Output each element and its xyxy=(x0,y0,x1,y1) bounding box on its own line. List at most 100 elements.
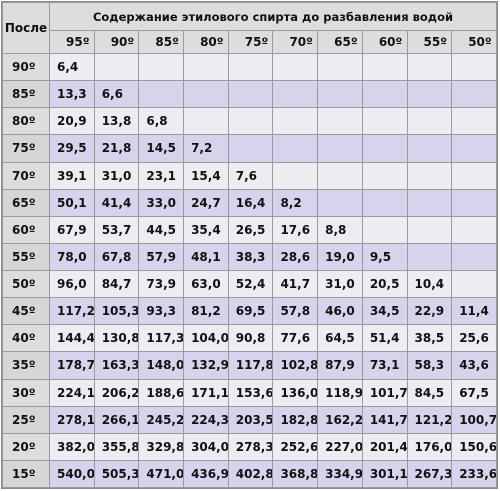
table-cell: 301,1 xyxy=(361,459,408,489)
table-cell: 100,7 xyxy=(451,405,497,434)
table-cell: 368,8 xyxy=(272,459,319,489)
table-cell: 67,5 xyxy=(451,378,497,407)
table-cell xyxy=(406,80,453,109)
table-cell xyxy=(317,134,363,163)
table-cell: 51,4 xyxy=(361,324,408,353)
table-cell xyxy=(361,80,408,109)
table-cell: 13,3 xyxy=(49,80,95,109)
column-header: 75º xyxy=(227,30,274,54)
table-cell: 505,3 xyxy=(93,459,140,489)
table-cell: 11,4 xyxy=(451,297,497,326)
table-cell: 22,9 xyxy=(406,297,453,326)
table-row: 35º 178,7 163,3 148,0 132,9 117,8 102,8 87,9 73,… xyxy=(2,351,497,380)
table-cell: 334,9 xyxy=(317,459,363,489)
table-cell xyxy=(406,52,453,82)
table-cell: 121,2 xyxy=(406,405,453,434)
table-cell: 39,1 xyxy=(49,161,95,190)
table-row: 80º 20,9 13,8 6,8 xyxy=(2,107,497,136)
table-cell: 21,8 xyxy=(93,134,140,163)
table-cell: 132,9 xyxy=(183,351,229,380)
table-cell: 227,0 xyxy=(317,432,363,461)
table-cell xyxy=(406,161,453,190)
table-cell: 69,5 xyxy=(227,297,274,326)
column-header: 85º xyxy=(138,30,185,54)
table-cell xyxy=(361,107,408,136)
table-cell xyxy=(272,107,319,136)
table-cell: 245,2 xyxy=(138,405,185,434)
table-cell xyxy=(272,80,319,109)
table-cell xyxy=(451,269,497,299)
table-cell: 117,3 xyxy=(138,324,185,353)
table-cell: 67,8 xyxy=(93,242,140,272)
table-cell: 57,9 xyxy=(138,242,185,272)
table-cell: 176,0 xyxy=(406,432,453,461)
table-cell: 224,1 xyxy=(49,378,95,407)
table-cell xyxy=(451,107,497,136)
table-cell: 48,1 xyxy=(183,242,229,272)
column-header: 95º xyxy=(49,30,95,54)
table-cell: 471,0 xyxy=(138,459,185,489)
table-cell: 141,7 xyxy=(361,405,408,434)
row-header: 55º xyxy=(2,242,50,272)
table-cell: 118,9 xyxy=(317,378,363,407)
table-cell: 105,3 xyxy=(93,297,140,326)
table-cell: 16,4 xyxy=(227,188,274,217)
table-cell: 67,9 xyxy=(49,215,95,244)
table-row: 55º 78,0 67,8 57,9 48,1 38,3 28,6 19,0 9,5 xyxy=(2,242,497,272)
table-cell xyxy=(451,80,497,109)
table-cell: 81,2 xyxy=(183,297,229,326)
table-cell: 41,4 xyxy=(93,188,140,217)
table-row: 90º 6,4 xyxy=(2,52,497,82)
corner-header: После xyxy=(2,2,50,54)
table-cell: 178,7 xyxy=(49,351,95,380)
table-cell xyxy=(227,80,274,109)
table-cell: 19,0 xyxy=(317,242,363,272)
table-cell xyxy=(361,215,408,244)
table-cell xyxy=(451,161,497,190)
table-cell xyxy=(406,215,453,244)
table-row: 50º 96,0 84,7 73,9 63,0 52,4 41,7 31,0 20,5 10,4 xyxy=(2,269,497,299)
table-cell xyxy=(93,52,140,82)
table-cell: 29,5 xyxy=(49,134,95,163)
table-cell: 78,0 xyxy=(49,242,95,272)
table-cell: 64,5 xyxy=(317,324,363,353)
column-header: 55º xyxy=(406,30,453,54)
table-cell xyxy=(227,107,274,136)
row-header: 65º xyxy=(2,188,50,217)
table-row: 40º 144,4 130,8 117,3 104,0 90,8 77,6 64,5 51,4 3… xyxy=(2,324,497,353)
table-cell: 23,1 xyxy=(138,161,185,190)
table-cell: 267,3 xyxy=(406,459,453,489)
table-cell xyxy=(361,52,408,82)
table-cell: 252,6 xyxy=(272,432,319,461)
table-cell: 38,3 xyxy=(227,242,274,272)
table-cell: 84,7 xyxy=(93,269,140,299)
table-cell xyxy=(451,215,497,244)
row-header: 40º xyxy=(2,324,50,353)
table-cell: 117,2 xyxy=(49,297,95,326)
column-header: 70º xyxy=(272,30,319,54)
table-cell: 17,6 xyxy=(272,215,319,244)
table-title: Содержание этилового спирта до разбавлен… xyxy=(49,2,497,31)
table-cell: 52,4 xyxy=(227,269,274,299)
table-cell: 90,8 xyxy=(227,324,274,353)
table-cell xyxy=(406,188,453,217)
table-cell: 44,5 xyxy=(138,215,185,244)
table-cell: 104,0 xyxy=(183,324,229,353)
table-row: 15º 540,0 505,3 471,0 436,9 402,8 368,8 334,9 30… xyxy=(2,459,497,489)
table-cell: 163,3 xyxy=(93,351,140,380)
row-header: 80º xyxy=(2,107,50,136)
row-header: 25º xyxy=(2,405,50,434)
table-cell: 63,0 xyxy=(183,269,229,299)
table-cell xyxy=(406,242,453,272)
table-row: 65º 50,1 41,4 33,0 24,7 16,4 8,2 xyxy=(2,188,497,217)
table-body: 90º 6,4 85º 13,3 6,6 80º 20,9 13,8 6,8 75º 29,5 21,… xyxy=(2,52,497,489)
table-cell xyxy=(317,161,363,190)
table-cell xyxy=(183,107,229,136)
table-cell: 20,5 xyxy=(361,269,408,299)
table-cell: 14,5 xyxy=(138,134,185,163)
table-row: 25º 278,1 266,1 245,2 224,3 203,5 182,8 162,2 14… xyxy=(2,405,497,434)
table-cell: 35,4 xyxy=(183,215,229,244)
table-cell: 7,2 xyxy=(183,134,229,163)
table-cell xyxy=(138,80,185,109)
